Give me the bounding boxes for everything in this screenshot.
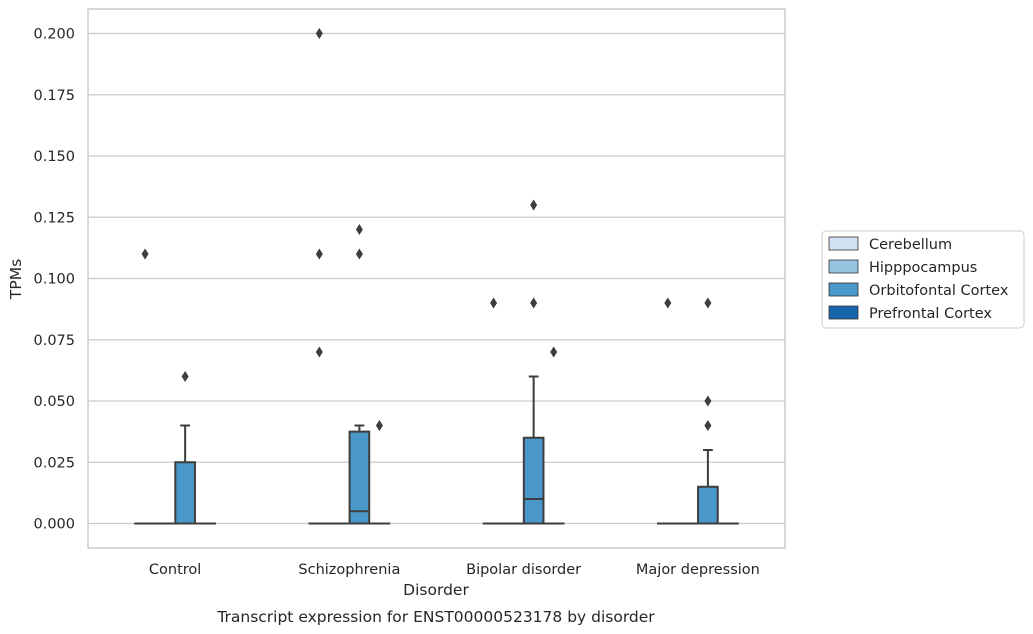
x-tick-label: Control bbox=[149, 562, 201, 578]
outlier-point bbox=[355, 248, 363, 260]
legend: Cerebellum Hipppocampus Orbitofontal Corte… bbox=[821, 230, 1025, 329]
chart-caption: Transcript expression for ENST0000052317… bbox=[216, 608, 655, 626]
y-tick-label: 0.075 bbox=[33, 333, 75, 349]
box bbox=[697, 297, 719, 525]
outlier-point bbox=[704, 395, 712, 407]
legend-swatch bbox=[828, 282, 859, 297]
legend-swatch bbox=[828, 259, 859, 274]
outlier-point bbox=[375, 420, 383, 431]
legend-swatch bbox=[828, 305, 859, 320]
y-tick-label: 0.175 bbox=[33, 88, 75, 104]
box bbox=[174, 371, 196, 525]
legend-item: Hipppocampus bbox=[828, 259, 977, 276]
outlier-point bbox=[550, 346, 558, 358]
outlier-point bbox=[315, 346, 323, 358]
outlier-point bbox=[181, 371, 189, 382]
x-tick-label: Schizophrenia bbox=[298, 562, 400, 578]
outlier-point bbox=[141, 248, 149, 260]
legend-item: Cerebellum bbox=[828, 236, 952, 253]
y-tick-label: 0.025 bbox=[33, 455, 75, 471]
outlier-point bbox=[315, 28, 323, 39]
x-axis-label: Disorder bbox=[403, 581, 469, 599]
box-body bbox=[697, 485, 719, 525]
outlier-point bbox=[490, 297, 498, 309]
box-body bbox=[174, 461, 196, 525]
y-tick-labels: 0.000 0.025 0.050 0.075 0.100 0.125 0.150 0.175… bbox=[33, 27, 75, 533]
x-tick-labels: Control Schizophrenia Bipolar disorder Majo… bbox=[149, 562, 760, 578]
outlier-point bbox=[704, 297, 712, 309]
x-tick-label: Major depression bbox=[636, 562, 760, 578]
box-body bbox=[348, 430, 371, 525]
legend-item: Prefrontal Cortex bbox=[828, 305, 992, 322]
y-tick-label: 0.150 bbox=[33, 149, 75, 165]
y-tick-label: 0.200 bbox=[33, 27, 75, 43]
legend-label: Orbitofontal Cortex bbox=[869, 283, 1009, 299]
outlier-point bbox=[355, 224, 363, 235]
outlier-point bbox=[530, 297, 538, 309]
y-tick-label: 0.000 bbox=[33, 517, 75, 533]
boxes bbox=[134, 28, 739, 525]
outlier-point bbox=[530, 199, 538, 211]
box-body bbox=[522, 436, 545, 525]
box bbox=[542, 346, 565, 525]
legend-frame bbox=[821, 230, 1025, 329]
legend-item: Orbitofontal Cortex bbox=[828, 282, 1009, 299]
box bbox=[348, 224, 371, 525]
legend-label: Hipppocampus bbox=[869, 260, 977, 276]
legend-label: Cerebellum bbox=[869, 237, 952, 253]
legend-label: Prefrontal Cortex bbox=[869, 306, 992, 322]
y-tick-label: 0.050 bbox=[33, 394, 75, 410]
plot-frame bbox=[87, 8, 786, 549]
box bbox=[368, 420, 391, 525]
outlier-point bbox=[664, 297, 672, 309]
y-tick-label: 0.125 bbox=[33, 210, 75, 226]
y-axis-label: TPMs bbox=[7, 259, 25, 300]
box bbox=[522, 199, 545, 525]
outlier-point bbox=[704, 420, 712, 431]
y-tick-label: 0.100 bbox=[33, 272, 75, 288]
outlier-point bbox=[315, 248, 323, 260]
x-tick-label: Bipolar disorder bbox=[466, 562, 581, 578]
legend-swatch bbox=[828, 236, 859, 251]
